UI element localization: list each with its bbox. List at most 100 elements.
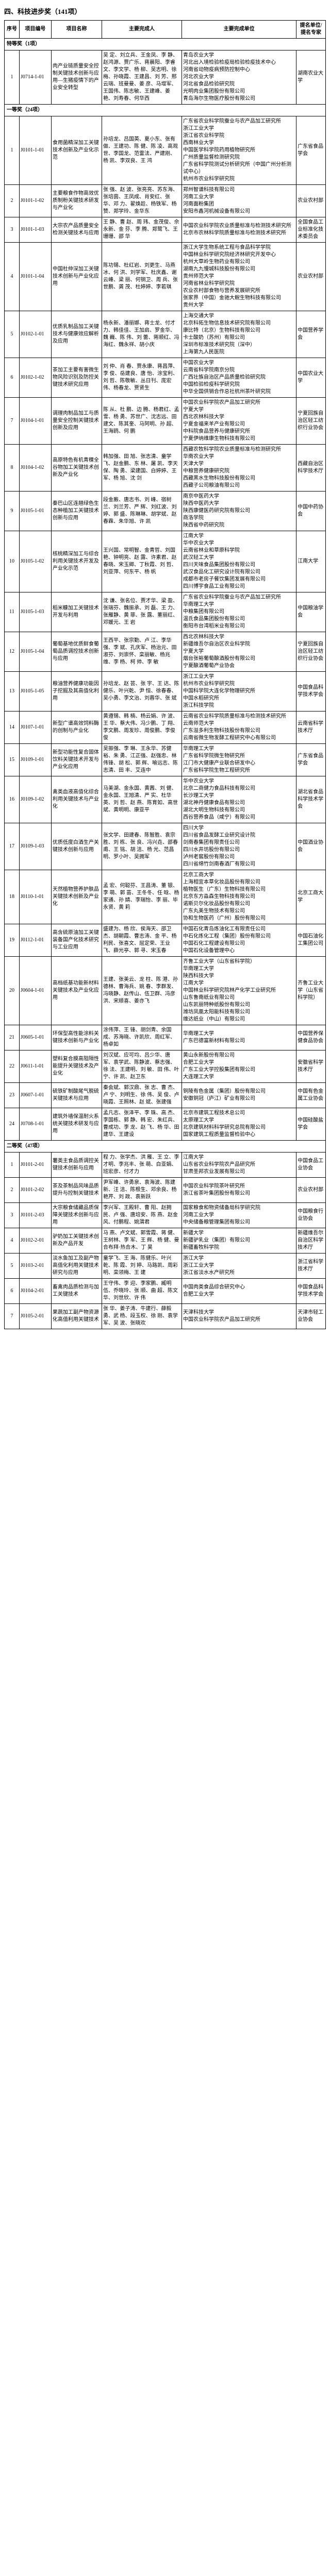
cell: J0101-2-01	[19, 1153, 51, 1178]
cell: 张 华、姜子涛、牛建行、薛毅勇、武 杨、段玉权、徐 刚、袁学军、吴 波、张晓欢	[102, 1304, 182, 1329]
cell: 北京市建筑工程技术总公司太原理工大学北京建筑材料科学研究总院有限公司国家建筑工程…	[182, 1108, 296, 1141]
cell: J0109-1-02	[19, 776, 51, 823]
cell: J0101-2-02	[19, 1178, 51, 1203]
cell: 21	[5, 1025, 20, 1050]
cell: 葡萄基地优质鲜食葡萄品质调控技术创新与应用	[51, 632, 102, 672]
cell: 农业农村部	[296, 185, 326, 217]
cell: J0611-1-01	[19, 1050, 51, 1083]
cell: 大宗粮食储藏品质保障关键技术创新与应用	[51, 1203, 102, 1228]
cell: 中国石油化工集团公司	[296, 924, 326, 957]
cell: 张 强、赵 波、张亮亮、苏东海、张培茵、王凤成、肖安红、张 华、邓 力、翟焕趁、…	[102, 185, 182, 217]
cell: J0112-1-01	[19, 924, 51, 957]
cell: J0105-1-03	[19, 592, 51, 632]
cell: 中国农业大学云南省科学院南京分院广西壮族自治区产品质量检验研究院中国检验检疫科学…	[182, 358, 296, 398]
cell: 孟 宏、何聪芬、王昌涛、董 银、李 萌、郭 苗、王冬冬、任 晗、杨家通、孙 婧、…	[102, 870, 182, 924]
table-row: 3J0101-2-03大宗粮食储藏品质保障关键技术创新与应用李兴军、王殿轩、曹 …	[5, 1203, 326, 1228]
cell: 华南理工大学广东省科学院微生物研究所江门市大健康产业联合研发中心广东省科学院生物…	[182, 744, 296, 776]
cell: 农业农村部	[296, 243, 326, 311]
cell: 优质低度白酒生产关键技术创新与应用	[51, 823, 102, 870]
cell: 段金廒、唐志书、刘 峰、宿树兰、刘兰芳、严 辉、刘红波、刘 婷、郭 盛、陈琳琳、…	[102, 492, 182, 531]
cell: 6	[5, 1279, 20, 1304]
cell: 15	[5, 744, 20, 776]
cell: 11	[5, 592, 20, 632]
table-row: 2J0101-1-02主要粮食作物高效优质制粉关键技术研发与产业化张 强、赵 波…	[5, 185, 326, 217]
cell: 1	[5, 50, 20, 105]
cell: 华南理工大学广东巴德富新材料有限公司	[182, 1025, 296, 1050]
cell: 孙培龙、吕国英、夏小东、张有做、王建功、陈 健、陈 凌、高观世、李国龙、范雷法、…	[102, 116, 182, 185]
cell: 10	[5, 531, 20, 592]
cell: 5	[5, 1253, 20, 1279]
cell: 14	[5, 711, 20, 744]
cell: 新型广谱高效饲料酶的创制与产业化	[51, 711, 102, 744]
table-row: 13J0105-1-05粮油营养健康功能因子挖掘及其高值化利用孙培龙、赵 芸、张…	[5, 672, 326, 711]
document-title: 四、科技进步奖（141项）	[4, 6, 326, 16]
cell: 郑州智谱科技有限公司河南工业大学河南面粉集团安阳市鑫河机械设备有限公司	[182, 185, 296, 217]
cell: 华中农业大学北京二商健力食品科技有限公司长沙理工大学湖北神丹健康食品有限公司湖北…	[182, 776, 296, 823]
cell: 17	[5, 823, 20, 870]
table-row: 10J0105-1-02核桃精深加工与综合利用关键技术开发及产业化示范王兴国、常…	[5, 531, 326, 592]
cell: 宁夏回族自治区轻工纺织行业协会	[296, 632, 326, 672]
cell: 西藏农牧科学院农业质量标准与检测研究所华南农业大学天津大学中粮营养健康研究院西藏…	[182, 445, 296, 492]
cell: 孙培龙、赵 芸、张 宇、王 达、陈健乐、叶兴乾、尹 恒、徐春春、吴小勇、李文治、…	[102, 672, 182, 711]
table-row: 14J0107-1-01新型广谱高效饲料酶的创制与产业化黄遵锡、韩 楠、杨云娟、…	[5, 711, 326, 744]
cell: 云南省科学技术厅	[296, 711, 326, 744]
cell: J0101-1-02	[19, 185, 51, 217]
cell: 新疆大学新疆驴乳业（集团）有限公司新疆畜牧科学院	[182, 1228, 296, 1253]
table-row: 6J0102-1-02茶加工主要有害微生物风险识别及防控关键技术研究应用刘 仲、…	[5, 358, 326, 398]
cell: 环保型高性能涂料关键技术创新与产业化	[51, 1025, 102, 1050]
cell: 天然植物营养护肤品关键技术创新及产业化	[51, 870, 102, 924]
cell: 秦会斌、郭汉鼎、张 志、曹 杰、卢 宁、刘明生、徐 伟、吴 俊、卢晓霞、王照林、…	[102, 1083, 182, 1108]
col-header-5: 提名单位/提名专家	[296, 21, 326, 39]
table-row: 4J0102-2-01驴奶加工关键技术创新及产品开发马 燕、卢文斌、郭雪霞、蒋 …	[5, 1228, 326, 1253]
table-row: 19J0112-1-01高含硫原油加工关键装备国产化技术研究与工业应用盛建为、杨…	[5, 924, 326, 957]
cell: 沈 谦、张名位、贾才华、梁 盈、张瑞芬、魏振承、刘 磊、王 力、张雁静、黄 菲、…	[102, 592, 182, 632]
cell: J0107-1-01	[19, 711, 51, 744]
cell: 铜陵有色金属（集团）股份有限公司安徽铜冠（庐江）矿业有限公司	[182, 1083, 296, 1108]
cell: 刘汉斌、应可均、吕少华、唐 军、袁学武、陈静波、蔡志强、徐 法、王建明、刘 敏、…	[102, 1050, 182, 1083]
cell: 北京工商大学	[296, 870, 326, 924]
cell: 张文学、田建春、陈智胜、袁宗胜、刘 栋、张 良、冯兴垚、邵春甫、王 铭、胡 洁、…	[102, 823, 182, 870]
awards-table: 序号项目编号项目名称主要完成人主要完成单位提名单位/提名专家 特等奖（1项）1J…	[4, 20, 326, 1329]
cell: J0605-1-01	[19, 1025, 51, 1050]
table-row: 1J0101-2-01薯类主食品质调控关键技术创新与应用程 力、张学杰、洪 雁、…	[5, 1153, 326, 1178]
cell: J0103-2-01	[19, 1253, 51, 1279]
cell: 齐鲁工业大学（山东省科学院）	[296, 957, 326, 1025]
cell: 西藏自治区科学技术厅	[296, 445, 326, 492]
cell: 王西平、张宗勤、卢 江、李华强、李 斌、孔庆军、杨治元、田淑芬、刘崇怀、栾丽敏、…	[102, 632, 182, 672]
cell: 童学飞、王 海、陈健乐、叶兴乾、陈 霞、刘 婷、马路凯、周彩明、栾领梅、王 建	[102, 1253, 182, 1279]
section-label: 二等奖（47项）	[5, 1141, 326, 1153]
cell: 宁夏回族自治区轻工纺织行业协会	[296, 398, 326, 445]
cell: 浙江大学浙江工业大学浙江省淡水水产研究所	[182, 1253, 296, 1279]
cell: J0102-1-01	[19, 311, 51, 358]
cell: 全国食品工业标准化技术委员会	[296, 217, 326, 243]
cell: 畜禽肉品质检测与加工关键技术	[51, 1279, 102, 1304]
cell: 尹军峰、许勇泉、袁海波、陈建新、汪 洁、陈根生、邓余良、杨艳芹、刘 政、袁新跃	[102, 1178, 182, 1203]
table-row: 6J0104-2-01畜禽肉品质检测与加工关键技术王守伟、李 迎、李家鹏、臧明伍…	[5, 1279, 326, 1304]
cell: 北京工商大学上海相宜本草化妆品股份有限公司植物医生（广东）生物科技有限公司北京东…	[182, 870, 296, 924]
cell: 中国农业科学院农产品加工研究所宁夏大学西北农林科技大学宁夏金福来羊产业有限公司中…	[182, 398, 296, 445]
table-row: 18J0110-1-01天然植物营养护肤品关键技术创新及产业化孟 宏、何聪芬、王…	[5, 870, 326, 924]
cell: 南京中医药大学陕西中医药大学陕西康健医药研究院有限公司商洛学院陕西省中药研究院	[182, 492, 296, 531]
table-row: 17J0109-1-03优质低度白酒生产关键技术创新与应用张文学、田建春、陈智胜…	[5, 823, 326, 870]
cell: 新型功能性复合固体饮料关键技术开发与产业化应用	[51, 744, 102, 776]
section-label: 一等奖（24项）	[5, 105, 326, 116]
col-header-3: 主要完成人	[102, 21, 182, 39]
cell: J0105-1-04	[19, 632, 51, 672]
table-row: 21J0605-1-01环保型高性能涂料关键技术创新与产业化涂伟萍、王 锋、胡剑…	[5, 1025, 326, 1050]
cell: 16	[5, 776, 20, 823]
cell: 调理肉制品加工与质量安全控制关键技术创新及应用	[51, 398, 102, 445]
cell: J0105-2-01	[19, 1304, 51, 1329]
cell: 新疆维吾尔自治区科学技术厅	[296, 1228, 326, 1253]
cell: 5	[5, 311, 20, 358]
cell: 中国杜仲深加工关键技术创新与产业化应用	[51, 243, 102, 311]
cell: 孟凡志、张泽平、李 珠、高 杰、李国栋、郭 静、韩 宏、朱红兵、曹成功、李 龙、…	[102, 1108, 182, 1141]
cell: 7	[5, 398, 20, 445]
cell: 食用菌精深加工关键技术创新及产业化示范	[51, 116, 102, 185]
cell: 建筑外墙保温耐火系统关键技术研发与应用	[51, 1108, 102, 1141]
cell: J0102-1-02	[19, 358, 51, 398]
cell: 浙江工业大学杭州市农业科学研究院中国科学院大连化学物理研究所中国水稻研究所浙江科…	[182, 672, 296, 711]
cell: J0104-2-01	[19, 1279, 51, 1304]
cell: J0708-1-01	[19, 1108, 51, 1141]
cell: 秦巴山区连翘绿色生态种植加工关键技术创新与应用	[51, 492, 102, 531]
cell: 王建、张美云、龙 柱、陈 港、孙德林、曹海兵、姚 春、李群发、冯晓静、赵传山、伍…	[102, 957, 182, 1025]
